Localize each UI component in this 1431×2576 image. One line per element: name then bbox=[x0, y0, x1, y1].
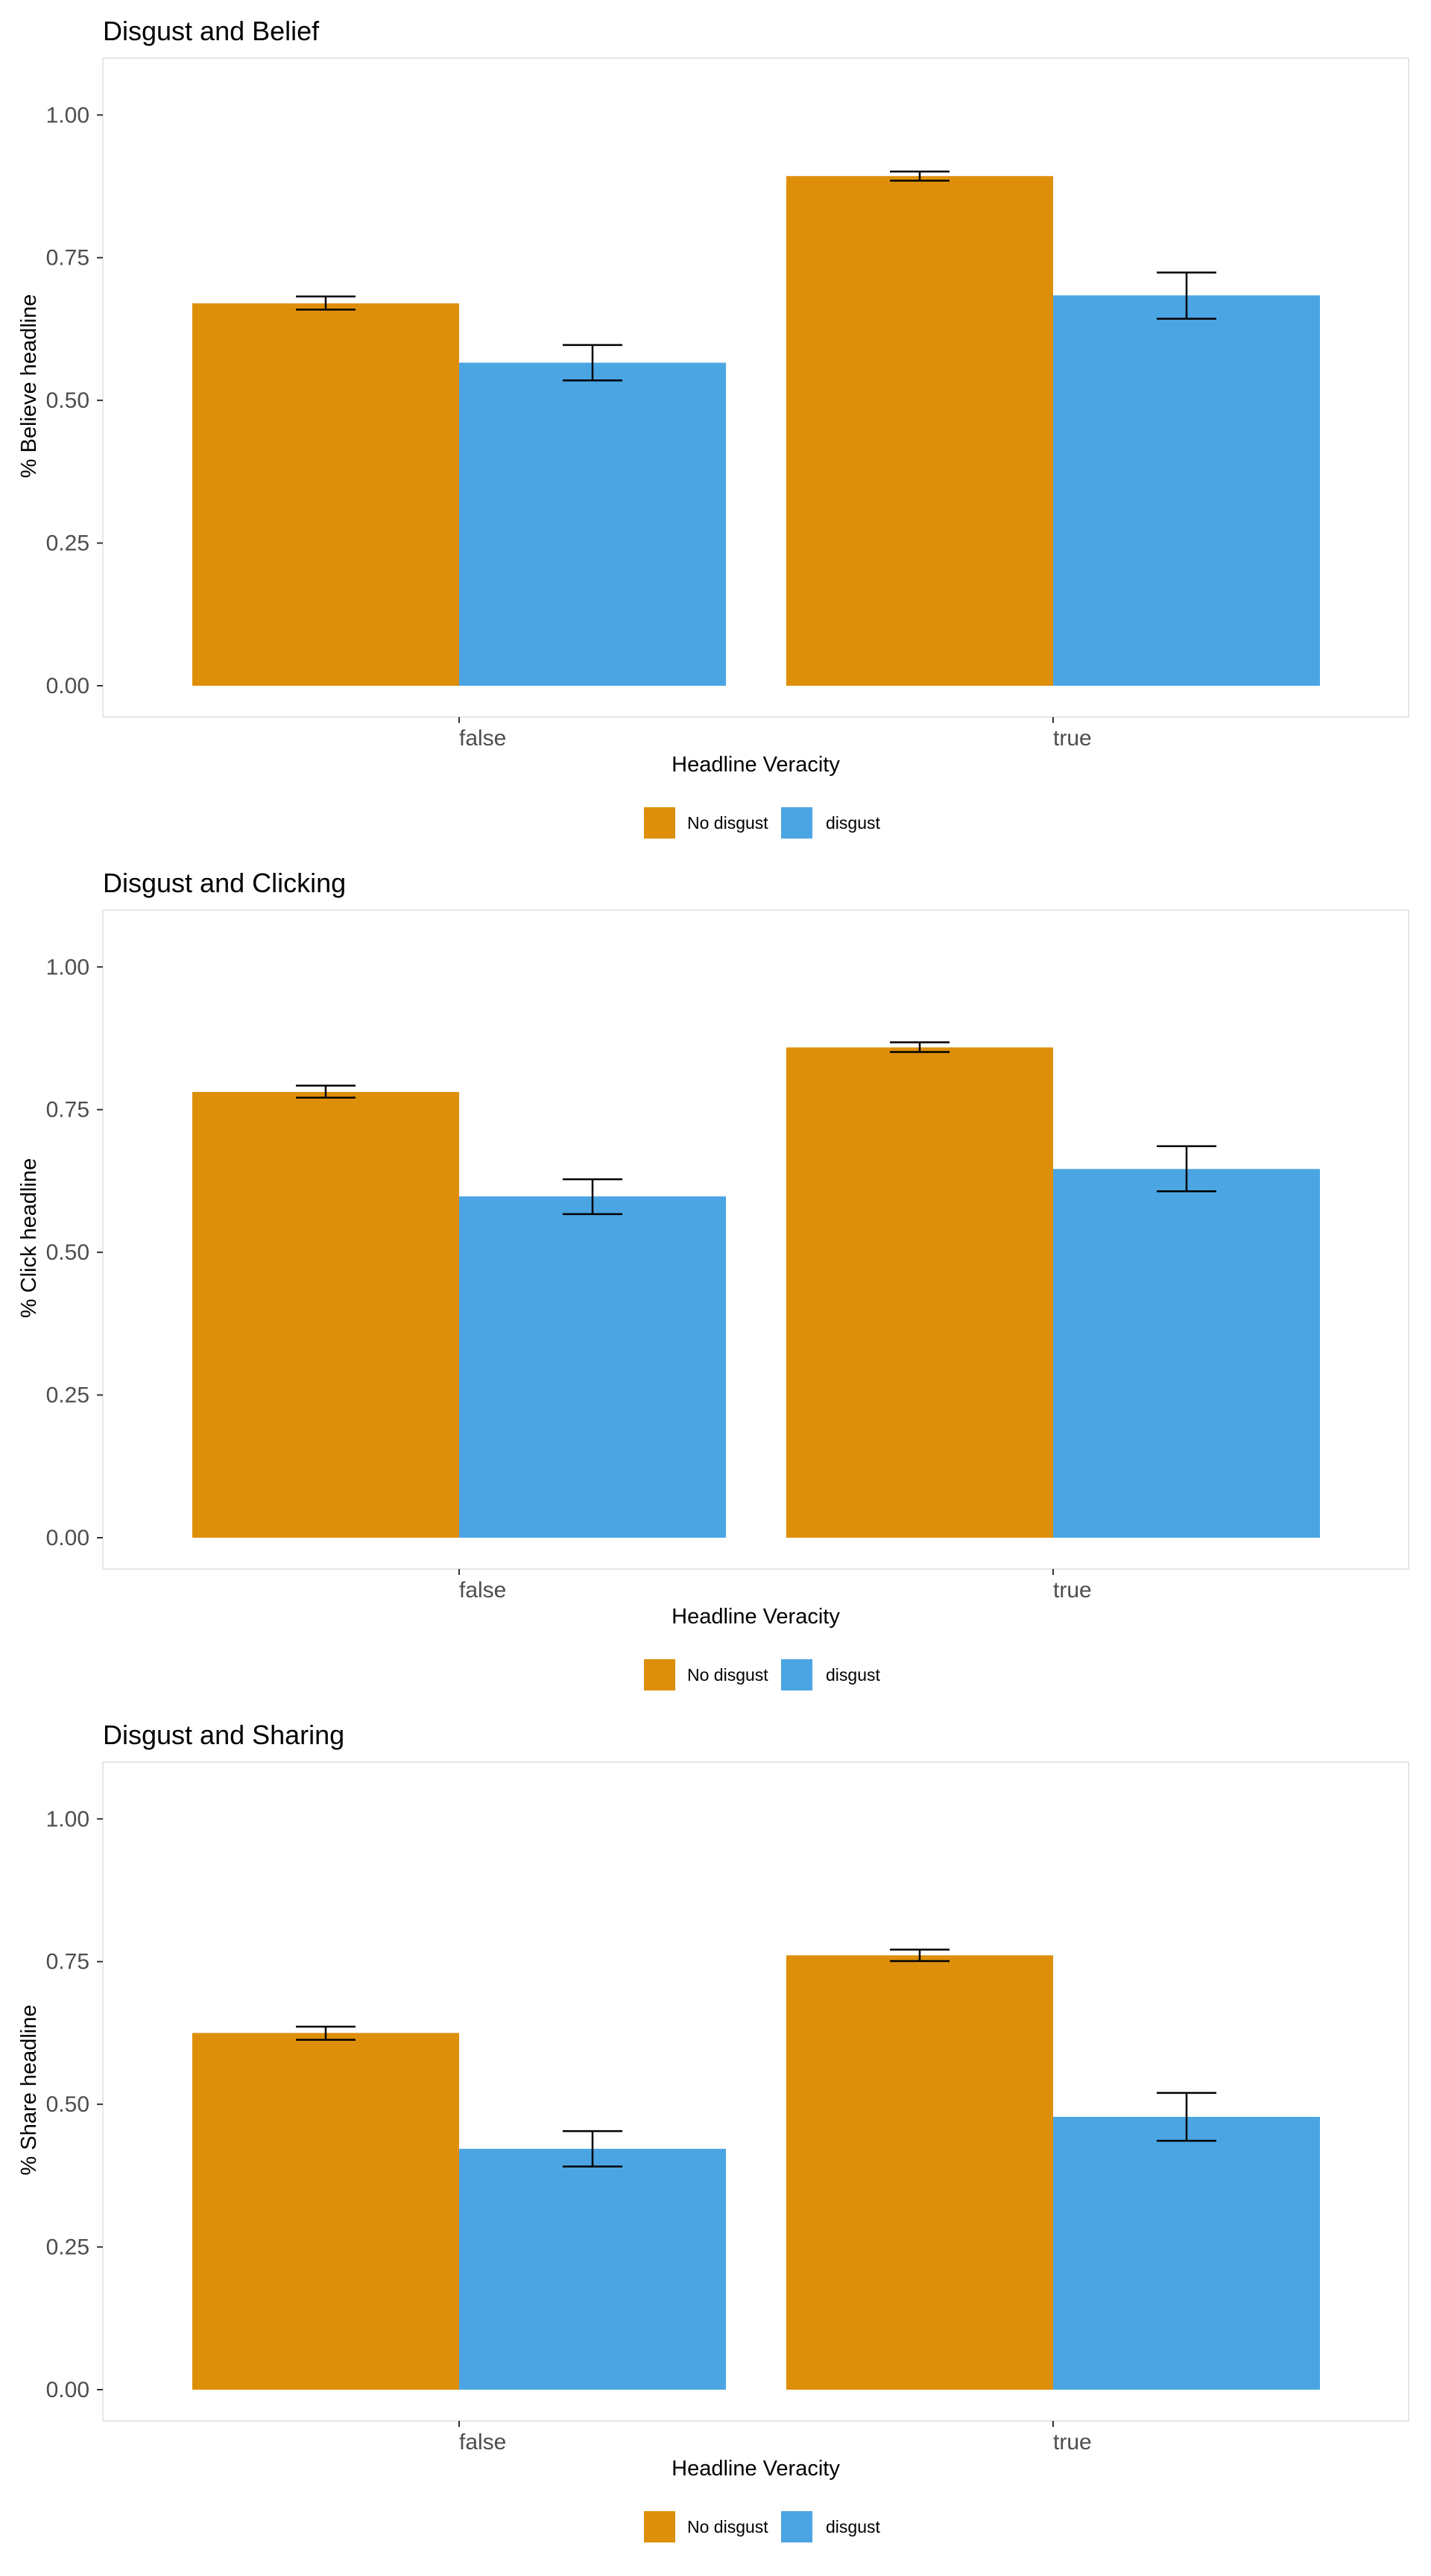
y-tick-label: 0.50 bbox=[46, 388, 89, 413]
legend-swatch bbox=[781, 1659, 812, 1690]
legend-label: No disgust bbox=[687, 813, 768, 833]
error-bar bbox=[563, 344, 622, 382]
y-axis-label: % Believe headline bbox=[17, 294, 41, 479]
y-tick-label: 0.50 bbox=[46, 2092, 89, 2117]
x-tick-label: false bbox=[459, 1578, 506, 1603]
bar-disgust-false bbox=[459, 2148, 726, 2390]
error-bar bbox=[1157, 2092, 1216, 2142]
legend-swatch bbox=[644, 807, 675, 839]
y-tick-label: 0.00 bbox=[46, 2378, 89, 2402]
y-tick-label: 0.00 bbox=[46, 674, 89, 698]
legend-swatch bbox=[644, 1659, 675, 1690]
chart-title: Disgust and Clicking bbox=[103, 868, 346, 898]
legend-label: disgust bbox=[826, 2517, 880, 2536]
error-bar bbox=[563, 2130, 622, 2168]
x-tick-label: true bbox=[1053, 1578, 1092, 1603]
error-bar bbox=[890, 1041, 950, 1053]
legend-label: disgust bbox=[826, 813, 880, 833]
bar-disgust-true bbox=[1053, 1169, 1320, 1538]
x-axis-label: Headline Veracity bbox=[672, 1605, 840, 1629]
x-tick-label: false bbox=[459, 2430, 506, 2455]
error-bar bbox=[296, 1085, 356, 1099]
error-bar bbox=[1157, 271, 1216, 320]
legend: No disgust disgust bbox=[644, 1659, 880, 1690]
legend-swatch bbox=[781, 2511, 812, 2542]
chart-title: Disgust and Belief bbox=[103, 16, 320, 46]
y-tick-label: 0.00 bbox=[46, 1526, 89, 1550]
error-bar bbox=[1157, 1145, 1216, 1193]
y-axis-label: % Click headline bbox=[17, 1158, 41, 1318]
legend-label: No disgust bbox=[687, 2517, 768, 2536]
y-axis-label: % Share headline bbox=[17, 2005, 41, 2176]
bar-no-disgust-false bbox=[192, 303, 459, 686]
bar-no-disgust-false bbox=[192, 1091, 459, 1538]
legend-swatch bbox=[781, 807, 812, 839]
error-bar bbox=[296, 295, 356, 311]
error-bar bbox=[890, 1948, 950, 1963]
chart-panel-2: Disgust and Clicking 0.00 0.25 0.50 0.75 1.00… bbox=[17, 868, 1409, 1690]
bar-disgust-true bbox=[1053, 295, 1320, 686]
error-bar bbox=[296, 2025, 356, 2041]
chart-panel-1: Disgust and Belief 0.00 0.25 0.50 0.75 1.00 fa… bbox=[17, 16, 1409, 839]
bar-no-disgust-true bbox=[786, 1047, 1053, 1538]
legend-swatch bbox=[644, 2511, 675, 2542]
error-bar bbox=[563, 1178, 622, 1216]
legend-label: disgust bbox=[826, 1665, 880, 1685]
bar-no-disgust-false bbox=[192, 2033, 459, 2390]
y-tick-label: 1.00 bbox=[46, 103, 89, 127]
x-axis-label: Headline Veracity bbox=[672, 2457, 840, 2481]
x-tick-label: true bbox=[1053, 726, 1092, 751]
bar-disgust-false bbox=[459, 1196, 726, 1538]
bar-disgust-true bbox=[1053, 2116, 1320, 2390]
bar-no-disgust-true bbox=[786, 1955, 1053, 2390]
x-tick-label: true bbox=[1053, 2430, 1092, 2455]
y-tick-label: 0.25 bbox=[46, 2235, 89, 2260]
y-tick-label: 0.25 bbox=[46, 531, 89, 556]
legend: No disgust disgust bbox=[644, 807, 880, 839]
y-tick-label: 0.75 bbox=[46, 1950, 89, 1974]
y-tick-label: 0.50 bbox=[46, 1240, 89, 1265]
chart-panel-3: Disgust and Sharing 0.00 0.25 0.50 0.75 1.00 f… bbox=[17, 1720, 1409, 2542]
bar-no-disgust-true bbox=[786, 176, 1053, 686]
chart-title: Disgust and Sharing bbox=[103, 1720, 344, 1750]
bar-disgust-false bbox=[459, 362, 726, 686]
legend: No disgust disgust bbox=[644, 2511, 880, 2542]
y-tick-label: 0.75 bbox=[46, 246, 89, 271]
y-tick-label: 0.25 bbox=[46, 1383, 89, 1408]
x-tick-label: false bbox=[459, 726, 506, 751]
legend-label: No disgust bbox=[687, 1665, 768, 1685]
error-bar bbox=[890, 170, 950, 182]
y-tick-label: 1.00 bbox=[46, 1807, 89, 1831]
x-axis-label: Headline Veracity bbox=[672, 753, 840, 777]
y-tick-label: 0.75 bbox=[46, 1098, 89, 1123]
y-tick-label: 1.00 bbox=[46, 955, 89, 979]
